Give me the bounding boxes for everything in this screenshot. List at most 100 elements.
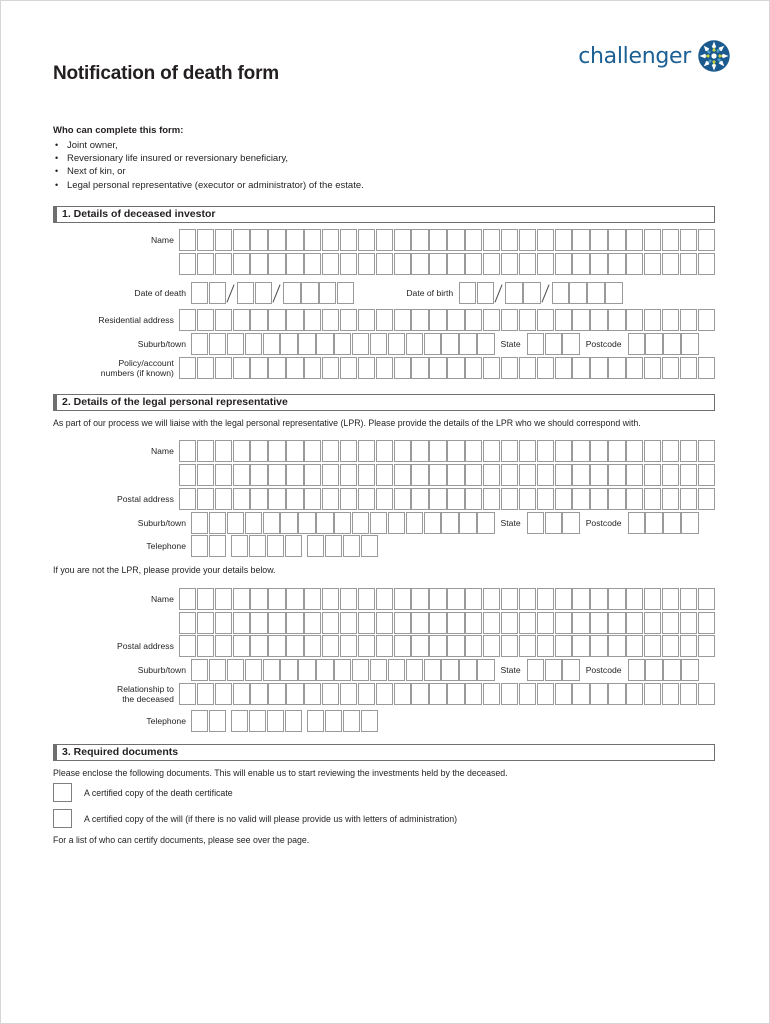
input-lpr-name-line2[interactable] [178,464,715,486]
input-cell[interactable] [661,588,680,610]
input-cell[interactable] [465,464,483,486]
input-cell[interactable] [661,464,680,486]
input-cell[interactable] [465,683,483,705]
input-cell[interactable] [590,588,608,610]
input-cell[interactable] [196,488,215,510]
input-cell[interactable] [554,488,572,510]
input-cell[interactable] [441,333,459,355]
input-cell[interactable] [465,635,483,657]
input-cell[interactable] [316,659,334,681]
input-cell[interactable] [393,253,411,275]
input-cell[interactable] [405,512,423,534]
input-cell[interactable] [280,333,298,355]
input-cell[interactable] [237,282,255,304]
input-cell[interactable] [268,229,286,251]
input-cell[interactable] [286,440,304,462]
input-cell[interactable] [255,282,273,304]
input-cell[interactable] [178,488,197,510]
input-cell[interactable] [232,357,250,379]
input-cell[interactable] [429,309,447,331]
input-cell[interactable] [536,253,554,275]
input-cell[interactable] [518,253,537,275]
input-cell[interactable] [214,253,232,275]
input-cell[interactable] [465,253,483,275]
input-cell[interactable] [286,683,304,705]
input-cell[interactable] [191,710,209,732]
input-cell[interactable] [526,659,544,681]
input-cell[interactable] [339,588,358,610]
input-cell[interactable] [423,333,441,355]
input-cell[interactable] [429,229,447,251]
input-cell[interactable] [214,635,232,657]
input-cell[interactable] [608,229,626,251]
input-cell[interactable] [178,309,197,331]
input-cell[interactable] [500,683,519,705]
input-policy-numbers[interactable] [178,357,715,379]
input-cell[interactable] [286,253,304,275]
input-cell[interactable] [262,659,280,681]
input-cell[interactable] [280,512,298,534]
input-cell[interactable] [322,464,340,486]
input-cell[interactable] [663,333,681,355]
input-cell[interactable] [304,440,322,462]
input-cell[interactable] [608,253,626,275]
input-cell[interactable] [250,683,268,705]
input-cell[interactable] [342,535,361,557]
input-cell[interactable] [572,464,590,486]
input-cell[interactable] [369,333,388,355]
input-cell[interactable] [405,659,423,681]
input-cell[interactable] [477,512,495,534]
input-lpr-postal-address[interactable] [178,488,715,510]
input-cell[interactable] [447,357,465,379]
input-cell[interactable] [590,464,608,486]
input-cell[interactable] [590,309,608,331]
input-lpr-telephone[interactable] [191,535,379,557]
input-cell[interactable] [244,333,262,355]
input-cell[interactable] [605,282,623,304]
input-cell[interactable] [608,635,626,657]
input-cell[interactable] [447,612,465,634]
input-cell[interactable] [393,357,411,379]
input-cell[interactable] [304,588,322,610]
input-cell[interactable] [214,683,232,705]
input-cell[interactable] [554,253,572,275]
input-your-state[interactable] [526,659,580,681]
input-cell[interactable] [304,488,322,510]
input-cell[interactable] [644,357,662,379]
input-cell[interactable] [572,253,590,275]
input-cell[interactable] [562,333,580,355]
input-cell[interactable] [465,488,483,510]
input-cell[interactable] [250,357,268,379]
input-cell[interactable] [268,357,286,379]
input-cell[interactable] [536,612,554,634]
input-cell[interactable] [298,659,316,681]
input-cell[interactable] [536,357,554,379]
input-cell[interactable] [661,488,680,510]
input-cell[interactable] [250,309,268,331]
input-cell[interactable] [447,464,465,486]
input-your-telephone[interactable] [191,710,379,732]
input-cell[interactable] [191,333,209,355]
input-cell[interactable] [375,488,393,510]
input-cell[interactable] [268,309,286,331]
input-cell[interactable] [411,588,429,610]
input-cell[interactable] [196,464,215,486]
input-cell[interactable] [679,488,698,510]
input-cell[interactable] [661,309,680,331]
input-cell[interactable] [697,635,715,657]
input-cell[interactable] [562,659,580,681]
input-cell[interactable] [697,357,715,379]
input-cell[interactable] [536,588,554,610]
input-cell[interactable] [500,588,519,610]
input-cell[interactable] [357,440,376,462]
input-cell[interactable] [429,612,447,634]
input-cell[interactable] [644,464,662,486]
input-cell[interactable] [679,440,698,462]
input-cell[interactable] [369,512,388,534]
input-cell[interactable] [483,488,501,510]
input-cell[interactable] [268,612,286,634]
input-cell[interactable] [626,229,644,251]
input-cell[interactable] [334,512,352,534]
input-cell[interactable] [250,464,268,486]
input-cell[interactable] [268,588,286,610]
